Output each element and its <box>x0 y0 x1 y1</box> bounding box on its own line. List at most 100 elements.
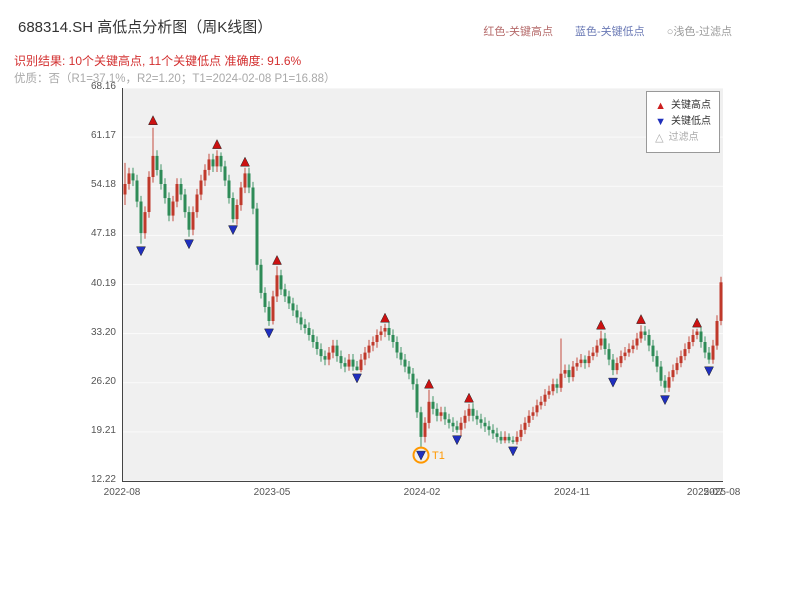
candle <box>499 431 503 444</box>
candle <box>607 343 611 366</box>
candle <box>671 364 675 382</box>
up-triangle-icon: ▲ <box>655 100 666 112</box>
candle <box>655 350 659 373</box>
key-low-marker <box>228 225 238 236</box>
legend-label-key-low: 关键低点 <box>671 116 711 127</box>
x-tick-label: 2025-07 <box>686 487 724 498</box>
key-low-marker <box>608 377 618 388</box>
candle <box>707 347 711 364</box>
candle <box>703 336 707 359</box>
candle <box>327 347 331 366</box>
candle <box>319 343 323 362</box>
legend-label-key-high: 关键高点 <box>671 100 711 111</box>
candle <box>295 304 299 324</box>
candle <box>419 406 423 449</box>
candle <box>667 371 671 392</box>
candle <box>235 199 239 225</box>
legend-item-filtered: △ 过滤点 <box>655 131 711 145</box>
plot-area: T1 ▲ 关键高点 ▼ 关键低点 △ 过滤点 <box>122 88 723 482</box>
y-tick-label: 12.22 <box>90 474 116 485</box>
candle <box>127 167 131 190</box>
candle <box>411 368 415 390</box>
candle <box>287 290 291 309</box>
candle <box>203 164 207 187</box>
candle <box>591 347 595 361</box>
candle <box>227 174 231 204</box>
candle <box>679 350 683 368</box>
candle <box>371 336 375 352</box>
candle <box>603 332 607 355</box>
candle <box>347 354 351 371</box>
candle <box>299 311 303 331</box>
key-high-marker <box>636 314 646 324</box>
candle <box>407 361 411 380</box>
candle <box>559 338 563 392</box>
key-high-marker <box>148 115 158 125</box>
candle <box>563 364 567 378</box>
candle <box>331 339 335 359</box>
candle <box>247 167 251 194</box>
candle <box>675 357 679 375</box>
legend-item-key-high: ▲ 关键高点 <box>655 99 711 113</box>
candle <box>275 266 279 302</box>
key-low-marker <box>452 435 462 446</box>
y-tick-label: 54.18 <box>90 179 116 191</box>
candle <box>199 174 203 201</box>
candle <box>139 195 143 244</box>
candle <box>267 301 271 326</box>
candle <box>147 171 151 218</box>
candle <box>215 150 219 172</box>
x-tick-label: 2024-11 <box>554 487 590 498</box>
candle <box>223 160 227 187</box>
y-tick-label: 47.18 <box>90 228 116 240</box>
candle <box>379 325 383 341</box>
candle <box>447 413 451 429</box>
candle <box>519 424 523 442</box>
candle <box>643 325 647 341</box>
candle <box>699 325 703 348</box>
legend-low-text: 蓝色-关键低点 <box>575 26 645 38</box>
candle <box>239 181 243 211</box>
key-low-marker <box>660 395 670 406</box>
legend-filter-text: ○浅色-过滤点 <box>666 26 732 38</box>
candle <box>251 181 255 215</box>
candle <box>455 420 459 433</box>
candle <box>363 347 367 366</box>
candle <box>523 417 527 435</box>
hollow-triangle-icon: △ <box>655 132 664 144</box>
candle <box>575 357 579 371</box>
candle <box>211 153 215 172</box>
key-high-marker <box>272 254 282 265</box>
candle <box>335 339 339 362</box>
candle <box>487 420 491 436</box>
candle <box>195 188 199 218</box>
candle <box>691 329 695 347</box>
key-high-marker <box>464 392 474 403</box>
candle <box>207 153 211 176</box>
candle <box>631 339 635 354</box>
candle <box>355 361 359 371</box>
y-tick-label: 68.16 <box>90 81 116 92</box>
candle <box>451 417 455 432</box>
candle <box>595 339 599 357</box>
candle <box>475 410 479 425</box>
key-low-marker <box>416 450 426 461</box>
candle <box>403 354 407 373</box>
candle <box>283 283 287 302</box>
candle <box>167 192 171 222</box>
key-low-marker <box>136 246 146 257</box>
candle <box>151 127 155 183</box>
key-high-marker <box>380 312 390 323</box>
candle <box>387 322 391 341</box>
candle <box>191 206 195 236</box>
candle <box>243 167 247 194</box>
key-high-marker <box>692 317 702 328</box>
candle <box>495 427 499 443</box>
candle <box>627 343 631 357</box>
candle <box>639 325 643 343</box>
candle <box>599 330 603 350</box>
candle <box>155 150 159 176</box>
candle <box>343 357 347 373</box>
t1-circle <box>412 446 430 464</box>
